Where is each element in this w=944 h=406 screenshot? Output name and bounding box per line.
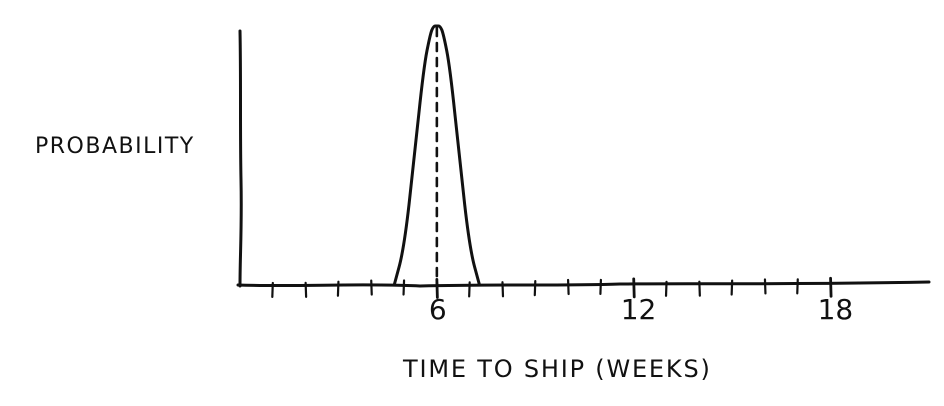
x-tick-17 (796, 278, 799, 295)
x-tick-labels: 6 12 18 (429, 293, 853, 326)
x-tick-14 (698, 280, 701, 297)
x-tick-1 (271, 281, 274, 299)
x-tick-4 (370, 279, 373, 296)
axis-layer (236, 29, 931, 288)
x-tick-16 (763, 278, 767, 295)
x-tick-2 (304, 281, 308, 298)
x-tick-12 (632, 277, 636, 299)
x-tick-10 (566, 278, 570, 296)
probability-distribution-curve (392, 24, 481, 287)
x-tick-15 (730, 279, 734, 296)
x-axis-line (236, 280, 931, 288)
x-tick-7 (468, 281, 471, 298)
x-tick-label-12: 12 (621, 293, 657, 326)
y-axis-line (238, 29, 243, 288)
x-ticks (271, 276, 833, 299)
x-tick-8 (501, 281, 505, 298)
x-tick-13 (664, 280, 668, 297)
x-tick-5 (402, 279, 406, 296)
series-layer (392, 24, 481, 287)
x-tick-11 (599, 278, 603, 296)
x-tick-label-6: 6 (429, 293, 447, 326)
y-axis-label: PROBABILITY (35, 134, 195, 159)
x-axis-label: TIME TO SHIP (WEEKS) (402, 355, 712, 383)
x-tick-label-18: 18 (818, 293, 854, 326)
x-tick-9 (533, 280, 537, 297)
x-tick-3 (336, 280, 340, 297)
x-tick-18 (829, 276, 833, 298)
